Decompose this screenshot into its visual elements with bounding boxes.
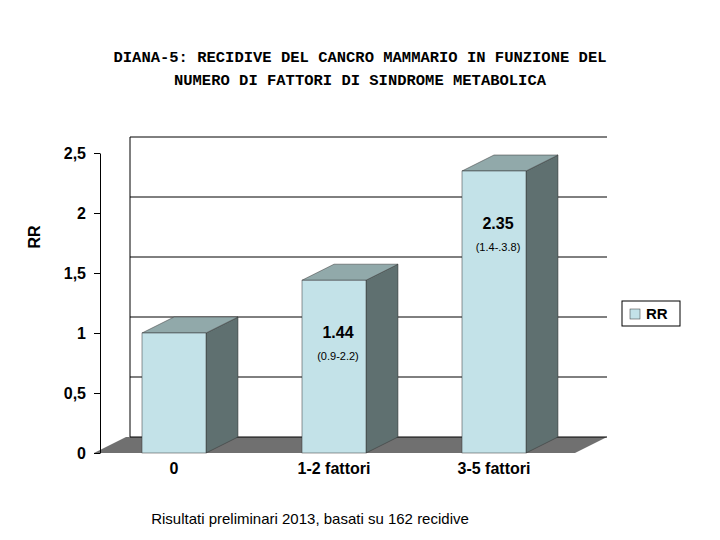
y-tick: 0 (77, 445, 100, 462)
y-tick-label: 0 (77, 445, 86, 462)
x-tick: 1-2 fattori (298, 460, 371, 477)
y-axis: 0 0,5 1 1,5 2 2,5 (64, 145, 101, 462)
y-tick-label: 2,5 (64, 145, 86, 162)
bar (142, 333, 206, 453)
bar-group (142, 317, 238, 453)
bar-side (366, 264, 398, 453)
y-tick-mark (94, 273, 100, 274)
chart: DIANA-5: RECIDIVE DEL CANCRO MAMMARIO IN… (0, 0, 720, 540)
x-tick-label: 3-5 fattori (458, 460, 531, 477)
y-axis-title: RR (26, 225, 43, 249)
y-tick-label: 1,5 (64, 265, 86, 282)
bar-side (206, 317, 238, 453)
legend-label: RR (646, 305, 668, 322)
y-tick: 2,5 (64, 145, 100, 162)
bar-group (302, 264, 398, 453)
bar-top (462, 155, 558, 171)
y-tick-label: 1 (77, 325, 86, 342)
legend-box (622, 301, 680, 326)
y-tick: 1 (77, 325, 100, 342)
y-tick-label: 0,5 (64, 385, 86, 402)
grid-line (130, 137, 607, 138)
bar-top (302, 264, 398, 280)
y-tick-label: 2 (77, 205, 86, 222)
data-label: 2.35 (482, 215, 513, 232)
y-tick: 2 (77, 205, 100, 222)
bar-side (526, 155, 558, 453)
title: DIANA-5: RECIDIVE DEL CANCRO MAMMARIO IN… (114, 49, 607, 67)
y-tick-mark (94, 393, 100, 394)
bar-group (462, 155, 558, 453)
bars (142, 155, 558, 453)
y-tick-mark (94, 333, 100, 334)
x-tick-label: 1-2 fattori (298, 460, 371, 477)
x-tick: 3-5 fattori (458, 460, 531, 477)
data-label: 1.44 (322, 324, 353, 341)
y-tick: 0,5 (64, 385, 100, 402)
annotation: (0.9-2.2) (317, 350, 359, 362)
bar (302, 280, 366, 453)
x-tick: 0 (170, 460, 179, 477)
x-tick-label: 0 (170, 460, 179, 477)
y-tick-mark (94, 453, 100, 454)
x-axis: 0 1-2 fattori 3-5 fattori (170, 460, 531, 477)
back-wall-edge (130, 137, 131, 437)
title: NUMERO DI FATTORI DI SINDROME METABOLICA (174, 72, 547, 90)
legend: RR (622, 301, 680, 326)
bar-top (142, 317, 238, 333)
y-tick: 1,5 (64, 265, 100, 282)
footnote: Risultati preliminari 2013, basati su 16… (151, 510, 469, 527)
legend-swatch (630, 309, 640, 319)
y-tick-mark (94, 213, 100, 214)
y-axis-line (100, 154, 101, 454)
y-tick-mark (94, 153, 100, 154)
annotation: (1.4-.3.8) (476, 241, 521, 253)
bar (462, 171, 526, 453)
